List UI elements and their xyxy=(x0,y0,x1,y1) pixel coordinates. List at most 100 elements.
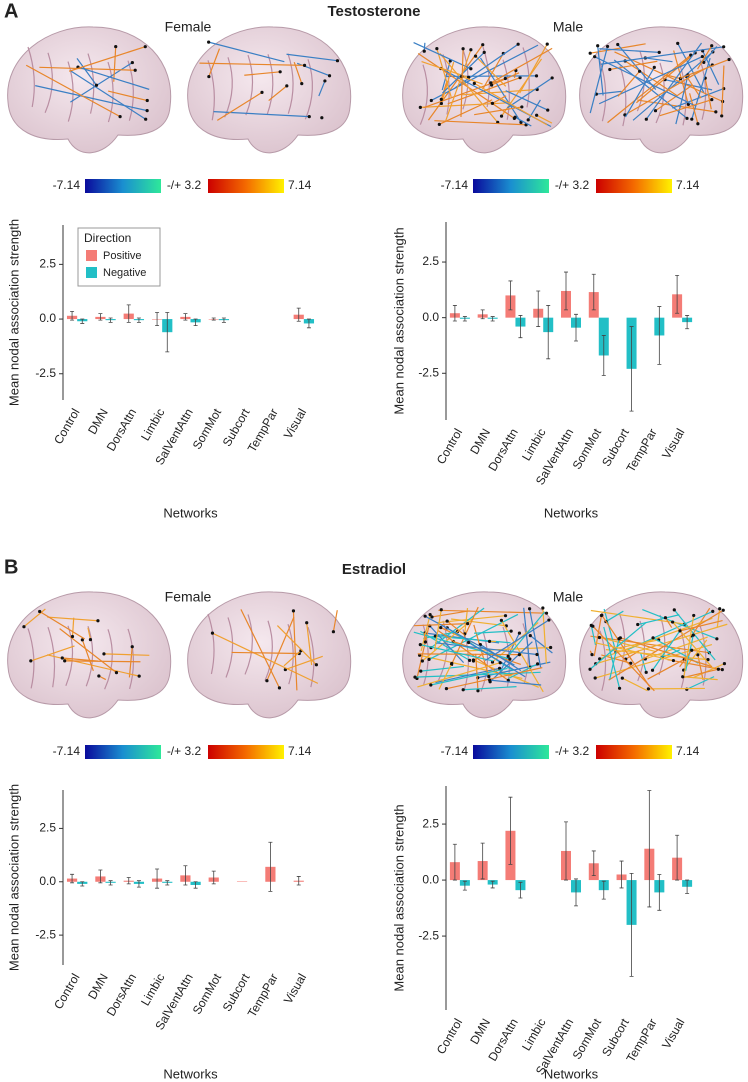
connection xyxy=(589,46,609,114)
x-tick-label: Limbic xyxy=(138,971,167,1008)
connection xyxy=(529,608,542,669)
connection xyxy=(645,42,703,120)
colorbar-threshold: -/+ 3.2 xyxy=(555,744,590,758)
node xyxy=(466,640,471,645)
node xyxy=(133,68,137,72)
connection xyxy=(595,623,728,665)
connection xyxy=(428,613,519,660)
node xyxy=(618,636,622,640)
x-tick-label: Limbic xyxy=(519,1016,548,1053)
error-bar xyxy=(165,880,170,886)
connection xyxy=(664,617,673,628)
node xyxy=(88,638,93,642)
node xyxy=(590,652,594,657)
node xyxy=(597,635,602,640)
connection xyxy=(589,621,647,670)
y-tick-label: 0.0 xyxy=(422,872,439,886)
connection xyxy=(268,85,288,102)
node xyxy=(637,69,642,73)
connection xyxy=(655,84,693,112)
connection xyxy=(446,667,543,690)
error-bar xyxy=(211,317,216,321)
connection xyxy=(484,619,550,661)
node xyxy=(692,613,696,618)
connection xyxy=(542,607,547,664)
connection xyxy=(460,48,464,118)
node xyxy=(466,622,470,626)
node xyxy=(671,620,675,624)
connection xyxy=(451,646,551,653)
error-bar xyxy=(675,274,680,314)
node xyxy=(97,674,101,678)
node xyxy=(672,608,676,612)
connection xyxy=(505,90,548,111)
panel-label: A xyxy=(4,0,18,22)
colorbar-min: -7.14 xyxy=(441,744,469,758)
connection xyxy=(590,609,685,625)
colorbar-negative xyxy=(473,745,549,759)
connection xyxy=(677,43,705,93)
error-bar xyxy=(126,877,131,885)
node xyxy=(481,43,485,47)
node xyxy=(714,110,718,114)
node xyxy=(593,676,597,680)
node xyxy=(700,54,704,59)
node xyxy=(114,44,118,49)
error-bar xyxy=(536,290,541,327)
error-bar xyxy=(574,313,578,342)
connection xyxy=(598,56,703,105)
error-bar xyxy=(490,316,495,322)
node xyxy=(644,670,648,674)
node xyxy=(302,63,307,68)
node xyxy=(437,122,441,126)
connection xyxy=(592,625,655,692)
node xyxy=(721,608,725,612)
connection xyxy=(594,56,697,107)
error-bar xyxy=(155,868,160,889)
error-bar xyxy=(211,870,216,885)
node xyxy=(307,114,311,119)
legend-swatch xyxy=(86,267,97,278)
node xyxy=(429,98,433,103)
connection xyxy=(652,629,682,671)
connection xyxy=(87,627,92,640)
node xyxy=(469,67,473,71)
connection xyxy=(617,70,641,97)
node xyxy=(70,634,75,639)
node xyxy=(520,105,524,109)
error-bar xyxy=(647,790,652,908)
connection xyxy=(605,610,624,623)
connection xyxy=(600,46,724,65)
sulcus xyxy=(207,60,215,121)
connection xyxy=(446,620,465,636)
x-tick-label: Control xyxy=(434,1016,465,1057)
error-bar xyxy=(619,860,624,889)
x-axis-label: Networks xyxy=(163,1066,218,1081)
connection xyxy=(433,609,442,651)
node xyxy=(471,658,476,662)
error-bar xyxy=(193,318,198,327)
connection xyxy=(286,53,338,62)
node xyxy=(498,661,502,665)
node xyxy=(593,55,597,59)
connection xyxy=(679,619,723,632)
node xyxy=(497,666,502,670)
error-bar xyxy=(183,865,188,886)
connection xyxy=(681,668,719,679)
node xyxy=(29,659,33,663)
node xyxy=(63,659,67,663)
y-tick-label: 2.5 xyxy=(422,816,439,830)
error-bar xyxy=(508,280,513,311)
sulcus xyxy=(287,623,294,685)
connection xyxy=(420,644,494,662)
connection xyxy=(419,654,523,680)
error-bar xyxy=(657,306,662,365)
node xyxy=(499,618,503,622)
connection xyxy=(461,76,483,85)
y-tick-label: -2.5 xyxy=(418,928,439,942)
node xyxy=(715,637,719,641)
connection xyxy=(30,645,75,662)
node xyxy=(130,645,134,649)
node xyxy=(80,638,84,642)
connection xyxy=(599,48,660,53)
